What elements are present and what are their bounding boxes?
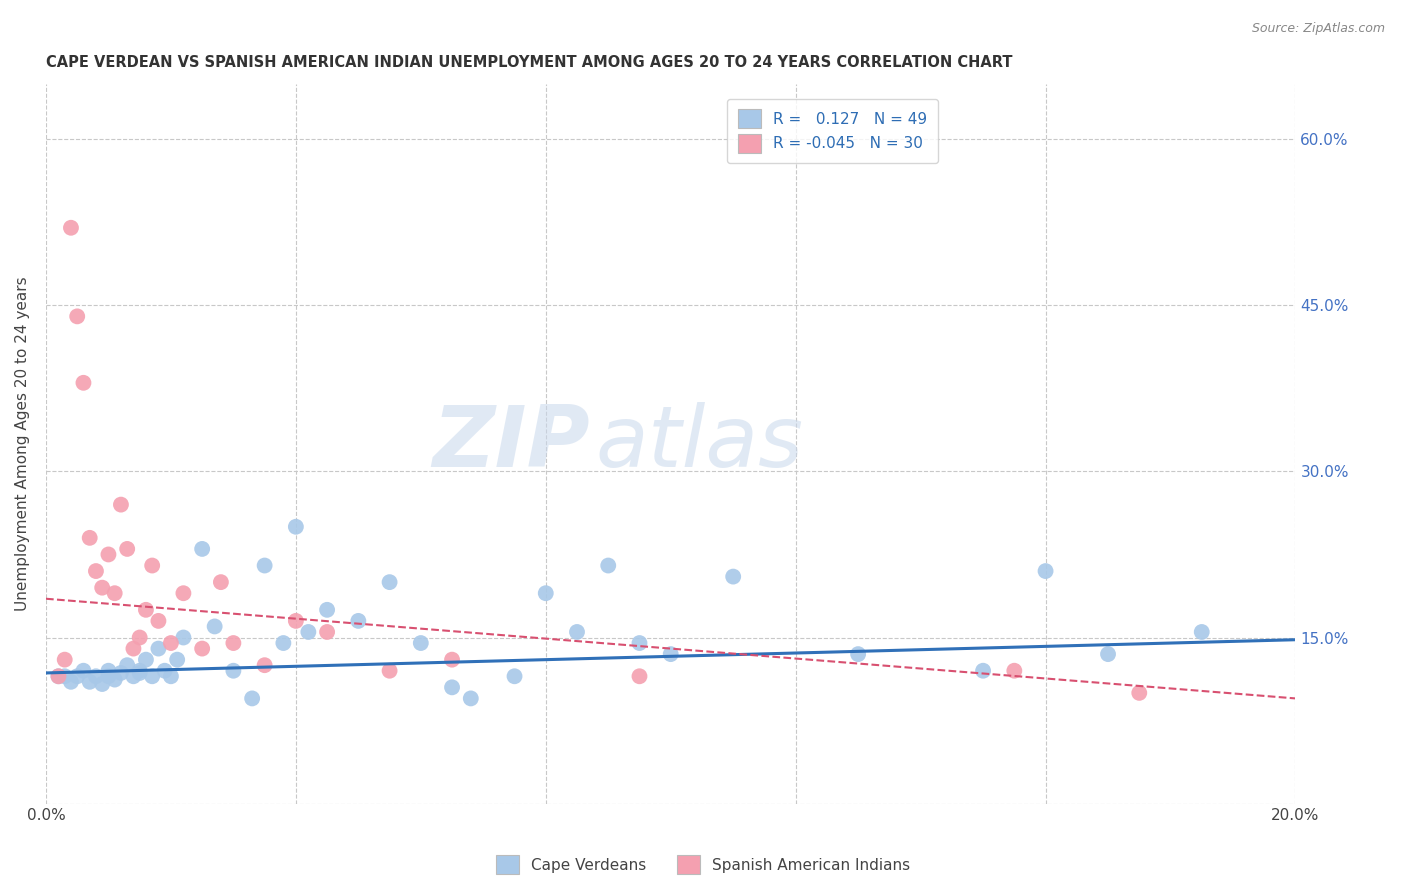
Point xyxy=(347,614,370,628)
Point xyxy=(846,647,869,661)
Point xyxy=(441,681,464,695)
Point xyxy=(191,641,214,656)
Point xyxy=(91,677,114,691)
Point xyxy=(141,558,163,573)
Y-axis label: Unemployment Among Ages 20 to 24 years: Unemployment Among Ages 20 to 24 years xyxy=(15,277,30,611)
Point xyxy=(148,614,170,628)
Point xyxy=(1097,647,1119,661)
Point xyxy=(253,658,276,673)
Point xyxy=(97,669,120,683)
Point xyxy=(79,674,101,689)
Point xyxy=(409,636,432,650)
Point xyxy=(79,531,101,545)
Point xyxy=(460,691,482,706)
Point xyxy=(160,669,183,683)
Point xyxy=(378,575,401,590)
Point xyxy=(141,669,163,683)
Point xyxy=(209,575,232,590)
Point xyxy=(72,664,94,678)
Point xyxy=(66,310,89,324)
Point xyxy=(59,220,82,235)
Point xyxy=(503,669,526,683)
Point xyxy=(534,586,557,600)
Point xyxy=(110,665,132,680)
Point xyxy=(172,631,194,645)
Point xyxy=(153,664,176,678)
Point xyxy=(240,691,263,706)
Legend: R =   0.127   N = 49, R = -0.045   N = 30: R = 0.127 N = 49, R = -0.045 N = 30 xyxy=(727,99,938,163)
Point xyxy=(972,664,994,678)
Point xyxy=(97,548,120,562)
Point xyxy=(316,603,339,617)
Point xyxy=(1035,564,1057,578)
Point xyxy=(191,541,214,556)
Point xyxy=(166,653,188,667)
Point xyxy=(72,376,94,390)
Point xyxy=(204,619,226,633)
Point xyxy=(253,558,276,573)
Point xyxy=(48,669,70,683)
Point xyxy=(97,664,120,678)
Point xyxy=(1002,664,1025,678)
Point xyxy=(128,631,150,645)
Point xyxy=(115,658,138,673)
Text: atlas: atlas xyxy=(596,402,804,485)
Point xyxy=(598,558,620,573)
Point xyxy=(115,541,138,556)
Point xyxy=(128,664,150,678)
Point xyxy=(122,641,145,656)
Point xyxy=(53,653,76,667)
Text: Source: ZipAtlas.com: Source: ZipAtlas.com xyxy=(1251,22,1385,36)
Text: ZIP: ZIP xyxy=(432,402,589,485)
Point xyxy=(628,636,651,650)
Point xyxy=(110,498,132,512)
Point xyxy=(565,624,588,639)
Point xyxy=(84,669,107,683)
Point xyxy=(297,624,319,639)
Point xyxy=(160,636,183,650)
Point xyxy=(378,664,401,678)
Point xyxy=(91,581,114,595)
Point xyxy=(135,603,157,617)
Point xyxy=(172,586,194,600)
Point xyxy=(284,614,307,628)
Point xyxy=(135,653,157,667)
Point xyxy=(441,653,464,667)
Point xyxy=(1128,686,1150,700)
Point xyxy=(1191,624,1213,639)
Point xyxy=(84,564,107,578)
Point xyxy=(59,674,82,689)
Point xyxy=(222,636,245,650)
Point xyxy=(316,624,339,639)
Point xyxy=(284,520,307,534)
Point xyxy=(122,669,145,683)
Legend: Cape Verdeans, Spanish American Indians: Cape Verdeans, Spanish American Indians xyxy=(489,849,917,880)
Point xyxy=(66,669,89,683)
Point xyxy=(721,569,744,583)
Point xyxy=(128,665,150,680)
Point xyxy=(104,586,127,600)
Point xyxy=(53,669,76,683)
Point xyxy=(148,641,170,656)
Point xyxy=(273,636,295,650)
Point xyxy=(628,669,651,683)
Point xyxy=(659,647,682,661)
Point xyxy=(104,673,127,687)
Text: CAPE VERDEAN VS SPANISH AMERICAN INDIAN UNEMPLOYMENT AMONG AGES 20 TO 24 YEARS C: CAPE VERDEAN VS SPANISH AMERICAN INDIAN … xyxy=(46,55,1012,70)
Point xyxy=(48,669,70,683)
Point xyxy=(222,664,245,678)
